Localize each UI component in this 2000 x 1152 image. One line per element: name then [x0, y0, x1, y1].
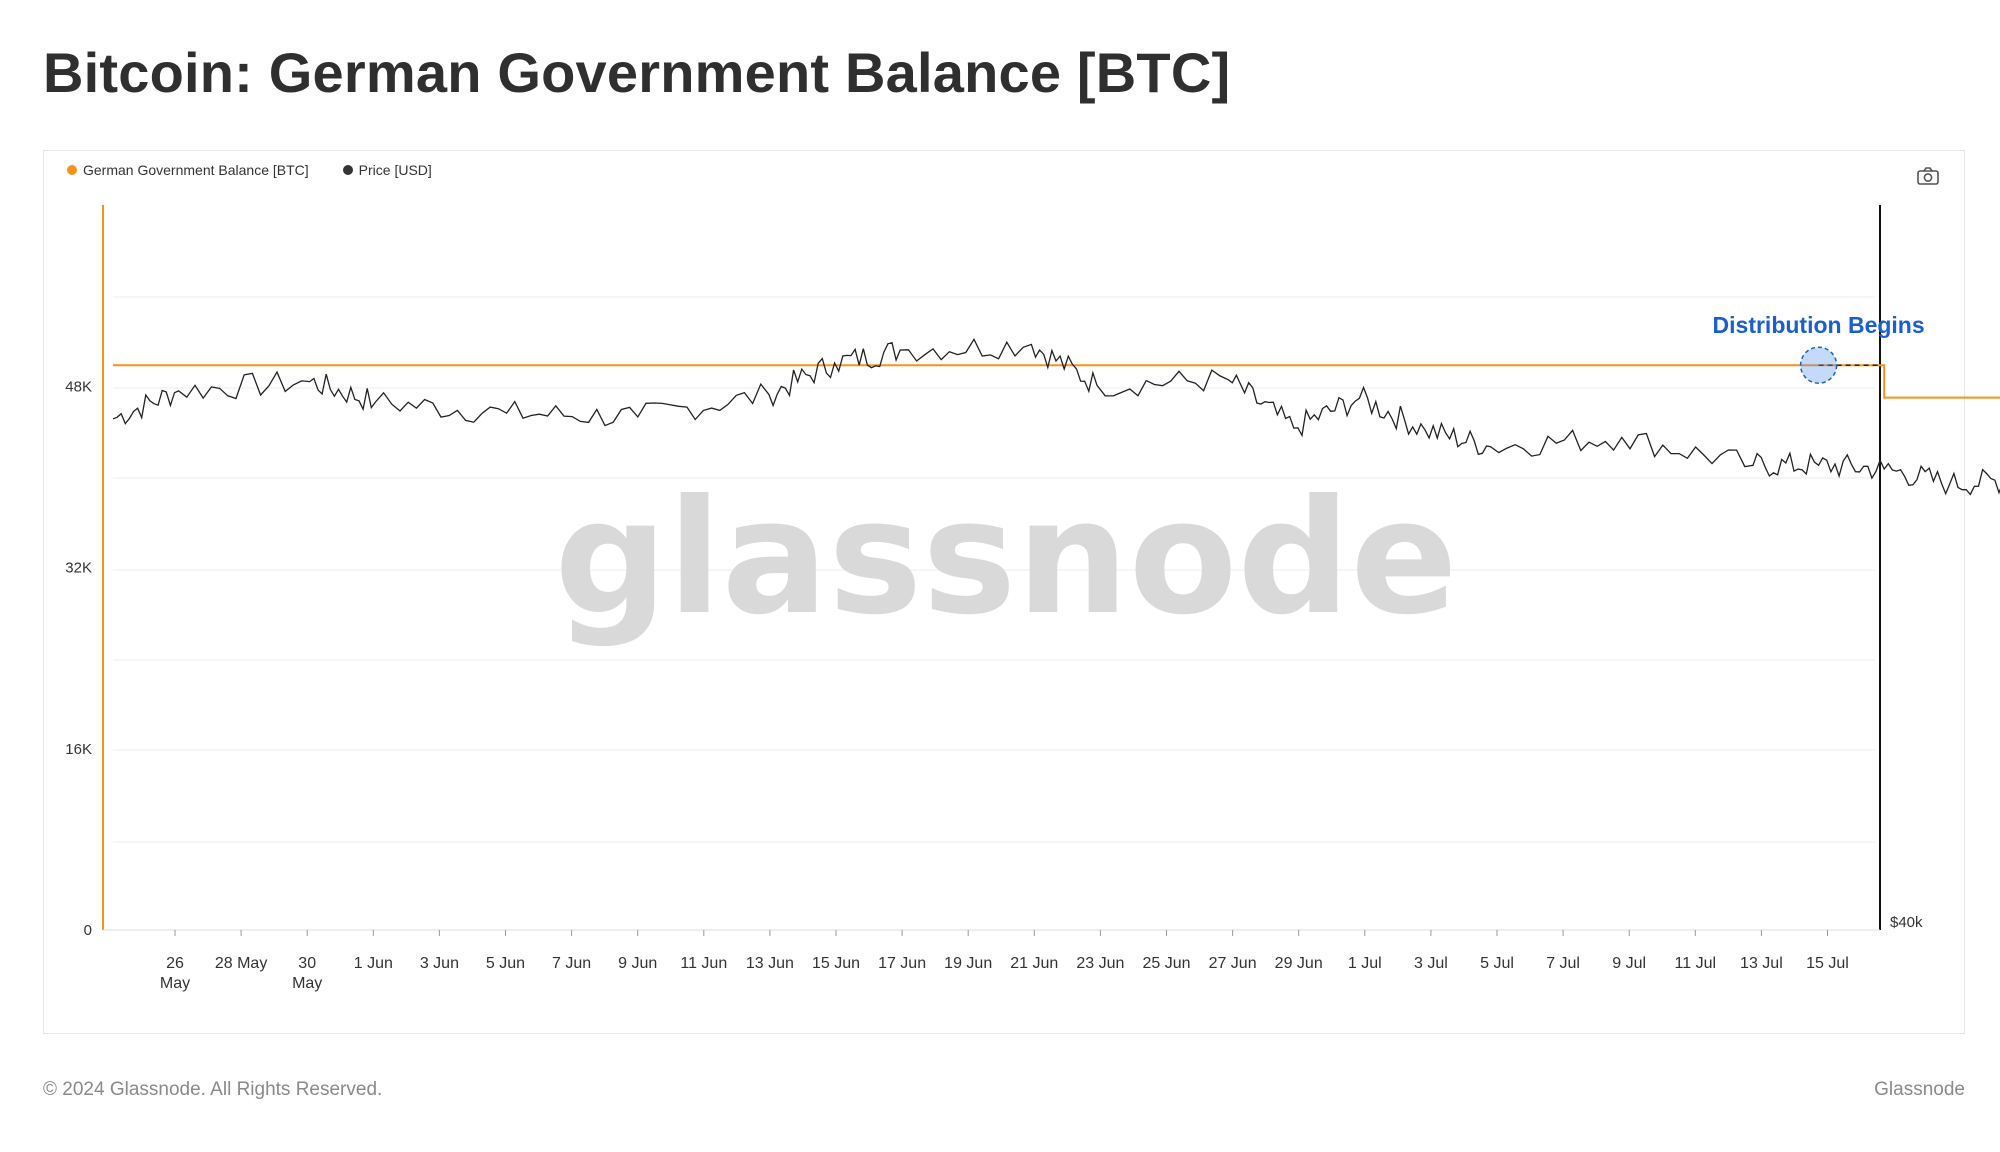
x-tick-label: 29 Jun	[1275, 955, 1323, 972]
y-tick-label: 32K	[65, 560, 92, 577]
x-tick-label: 19 Jun	[944, 955, 992, 972]
legend-item-price[interactable]: Price [USD]	[342, 162, 432, 178]
x-tick-label: 13 Jun	[746, 955, 794, 972]
x-tick-label: 23 Jun	[1076, 955, 1124, 972]
x-tick-label: 26	[166, 955, 184, 972]
footer-copyright: © 2024 Glassnode. All Rights Reserved.	[43, 1079, 383, 1100]
page-title: Bitcoin: German Government Balance [BTC]	[43, 41, 1231, 104]
x-tick-label: May	[160, 975, 190, 992]
x-tick-label: 7 Jun	[552, 955, 591, 972]
y2-tick-label: $40k	[1890, 914, 1923, 931]
x-tick-label: 3 Jul	[1414, 955, 1448, 972]
x-tick-label: 11 Jun	[680, 955, 727, 972]
footer-brand[interactable]: Glassnode	[1874, 1079, 1965, 1100]
x-tick-label: 17 Jun	[878, 955, 926, 972]
watermark-logo: glassnode	[554, 466, 1457, 650]
x-tick-label: 9 Jul	[1612, 955, 1646, 972]
x-tick-label: 25 Jun	[1142, 955, 1190, 972]
y-tick-label: 16K	[65, 741, 92, 758]
legend-dot-price	[342, 165, 353, 175]
x-tick-label: May	[292, 975, 322, 992]
x-tick-label: 13 Jul	[1740, 955, 1783, 972]
chart-legend: German Government Balance [BTC] Price [U…	[67, 162, 432, 178]
x-tick-label: 21 Jun	[1010, 955, 1058, 972]
y-tick-label: 0	[84, 922, 92, 939]
x-tick-label: 7 Jul	[1546, 955, 1580, 972]
x-tick-label: 5 Jun	[486, 955, 525, 972]
y-tick-label: 48K	[65, 378, 92, 395]
x-tick-label: 1 Jun	[354, 955, 393, 972]
camera-icon[interactable]	[1916, 166, 1940, 186]
x-tick-label: 1 Jul	[1348, 955, 1382, 972]
series-line-price	[112, 337, 2000, 496]
x-tick-label: 11 Jul	[1675, 955, 1717, 972]
x-tick-label: 9 Jun	[618, 955, 657, 972]
legend-dot-balance	[67, 165, 77, 175]
x-tick-label: 30	[298, 955, 316, 972]
legend-label-balance: German Government Balance [BTC]	[83, 162, 309, 178]
x-tick-label: 15 Jun	[812, 955, 860, 972]
x-tick-label: 3 Jun	[420, 955, 459, 972]
annotation-marker-circle	[1799, 346, 1838, 384]
x-tick-label: 27 Jun	[1209, 955, 1257, 972]
x-tick-label: 15 Jul	[1806, 955, 1849, 972]
annotation-distribution-label: Distribution Begins	[1713, 312, 1925, 338]
x-tick-label: 5 Jul	[1480, 955, 1514, 972]
legend-item-balance[interactable]: German Government Balance [BTC]	[67, 162, 309, 178]
x-tick-label: 28 May	[215, 955, 267, 972]
legend-label-price: Price [USD]	[358, 162, 432, 178]
